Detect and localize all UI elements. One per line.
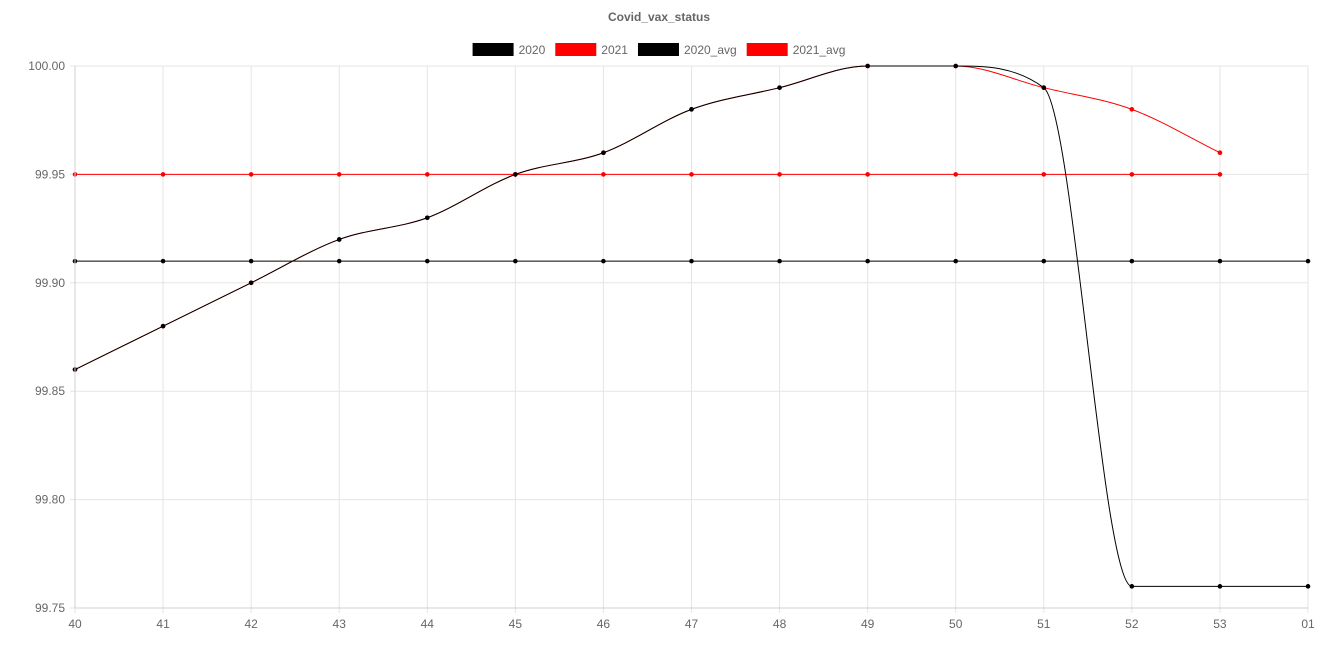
data-point-2021_avg bbox=[1217, 172, 1223, 177]
data-point-2021_avg bbox=[424, 172, 430, 177]
data-point-2020_avg bbox=[689, 258, 694, 264]
x-tick-label: 50 bbox=[949, 617, 963, 631]
data-point-2021_avg bbox=[689, 172, 694, 177]
x-tick-label: 52 bbox=[1125, 617, 1139, 631]
y-tick-label: 99.80 bbox=[35, 493, 65, 507]
series-2020_avg bbox=[72, 258, 1311, 264]
data-point-2020_avg bbox=[777, 258, 782, 264]
y-tick-label: 99.95 bbox=[35, 167, 65, 181]
x-tick-label: 42 bbox=[244, 617, 258, 631]
data-point-2020 bbox=[1305, 584, 1311, 589]
data-point-2020 bbox=[777, 85, 782, 90]
data-point-2020_avg bbox=[1129, 258, 1135, 264]
x-tick-label: 47 bbox=[685, 617, 699, 631]
x-tick-label: 48 bbox=[773, 617, 787, 631]
data-point-2020 bbox=[865, 63, 870, 69]
legend-label: 2021_avg bbox=[793, 43, 846, 57]
data-point-2020_avg bbox=[1217, 258, 1223, 264]
data-point-2020 bbox=[1041, 85, 1047, 90]
x-tick-label: 44 bbox=[421, 617, 435, 631]
legend-swatch bbox=[472, 43, 514, 56]
data-point-2020 bbox=[1217, 584, 1223, 589]
x-tick-label: 45 bbox=[509, 617, 523, 631]
data-point-2021_avg bbox=[953, 172, 959, 177]
legend-swatch bbox=[746, 43, 788, 56]
x-tick-label: 43 bbox=[333, 617, 347, 631]
data-point-2020 bbox=[689, 107, 694, 112]
legend-swatch bbox=[637, 43, 679, 56]
data-point-2020_avg bbox=[248, 258, 254, 264]
data-point-2020_avg bbox=[865, 258, 870, 264]
legend-item-2021_avg[interactable]: 2021_avg bbox=[746, 43, 846, 57]
data-point-2020 bbox=[248, 280, 254, 286]
data-point-2020_avg bbox=[424, 258, 430, 264]
data-point-2021_avg bbox=[248, 172, 254, 177]
data-point-2021_avg bbox=[1129, 172, 1135, 177]
chart-title: Covid_vax_status bbox=[608, 10, 710, 24]
data-point-2020_avg bbox=[1305, 258, 1311, 264]
legend-item-2020_avg[interactable]: 2020_avg bbox=[637, 43, 737, 57]
series-2021_avg bbox=[72, 172, 1223, 177]
series-line-2020 bbox=[74, 65, 1308, 587]
data-point-2020 bbox=[601, 150, 606, 156]
legend-swatch bbox=[555, 43, 597, 56]
data-point-2021_avg bbox=[777, 172, 782, 177]
y-tick-label: 100.00 bbox=[28, 59, 65, 73]
data-point-2020_avg bbox=[1041, 258, 1047, 264]
data-point-2021_avg bbox=[601, 172, 606, 177]
grid bbox=[70, 65, 1309, 613]
series-layer bbox=[72, 63, 1311, 589]
series-2020 bbox=[72, 63, 1311, 589]
data-point-2020 bbox=[424, 215, 430, 221]
legend: 2020 2021 2020_avg 2021_avg bbox=[472, 43, 846, 57]
x-tick-label: 46 bbox=[597, 617, 611, 631]
data-point-2021 bbox=[1217, 150, 1223, 156]
legend-item-2021[interactable]: 2021 bbox=[555, 43, 628, 57]
data-point-2020_avg bbox=[601, 258, 606, 264]
y-tick-label: 99.90 bbox=[35, 276, 65, 290]
series-line-2021 bbox=[74, 65, 1221, 370]
series-2021 bbox=[72, 63, 1223, 372]
y-tick-label: 99.85 bbox=[35, 384, 65, 398]
data-point-2021_avg bbox=[160, 172, 166, 177]
x-tick-label: 49 bbox=[861, 617, 875, 631]
data-point-2021_avg bbox=[336, 172, 342, 177]
data-point-2020 bbox=[513, 172, 518, 177]
data-point-2021 bbox=[1129, 107, 1135, 112]
data-point-2021_avg bbox=[1041, 172, 1047, 177]
data-point-2020_avg bbox=[513, 258, 518, 264]
data-point-2020_avg bbox=[953, 258, 959, 264]
legend-item-2020[interactable]: 2020 bbox=[472, 43, 546, 57]
x-tick-label: 01 bbox=[1301, 617, 1315, 631]
legend-label: 2020 bbox=[519, 43, 546, 57]
data-point-2021_avg bbox=[865, 172, 870, 177]
data-point-2020_avg bbox=[160, 258, 166, 264]
x-tick-label: 41 bbox=[156, 617, 170, 631]
y-tick-label: 99.75 bbox=[35, 601, 65, 615]
data-point-2020 bbox=[953, 63, 959, 69]
data-point-2020 bbox=[160, 323, 166, 329]
data-point-2020 bbox=[1129, 584, 1135, 589]
x-tick-label: 53 bbox=[1213, 617, 1227, 631]
x-tick-label: 51 bbox=[1037, 617, 1051, 631]
data-point-2020 bbox=[336, 237, 342, 242]
x-tick-label: 40 bbox=[68, 617, 82, 631]
legend-label: 2020_avg bbox=[684, 43, 737, 57]
data-point-2020_avg bbox=[336, 258, 342, 264]
legend-label: 2021 bbox=[601, 43, 628, 57]
